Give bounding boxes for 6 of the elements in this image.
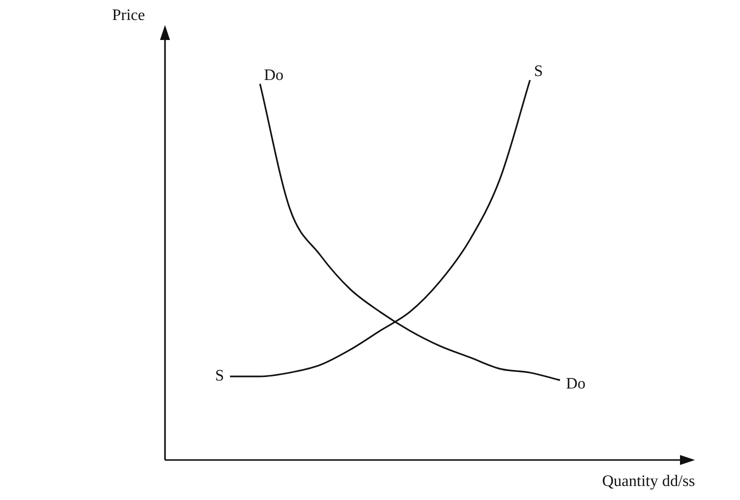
text: Do (566, 375, 586, 392)
text: S (215, 368, 224, 385)
series-label: S (534, 63, 543, 80)
x-axis-title: Quantity dd/ss (602, 473, 695, 490)
series-label: Do (264, 67, 284, 84)
y-axis-title: Price (112, 7, 145, 24)
